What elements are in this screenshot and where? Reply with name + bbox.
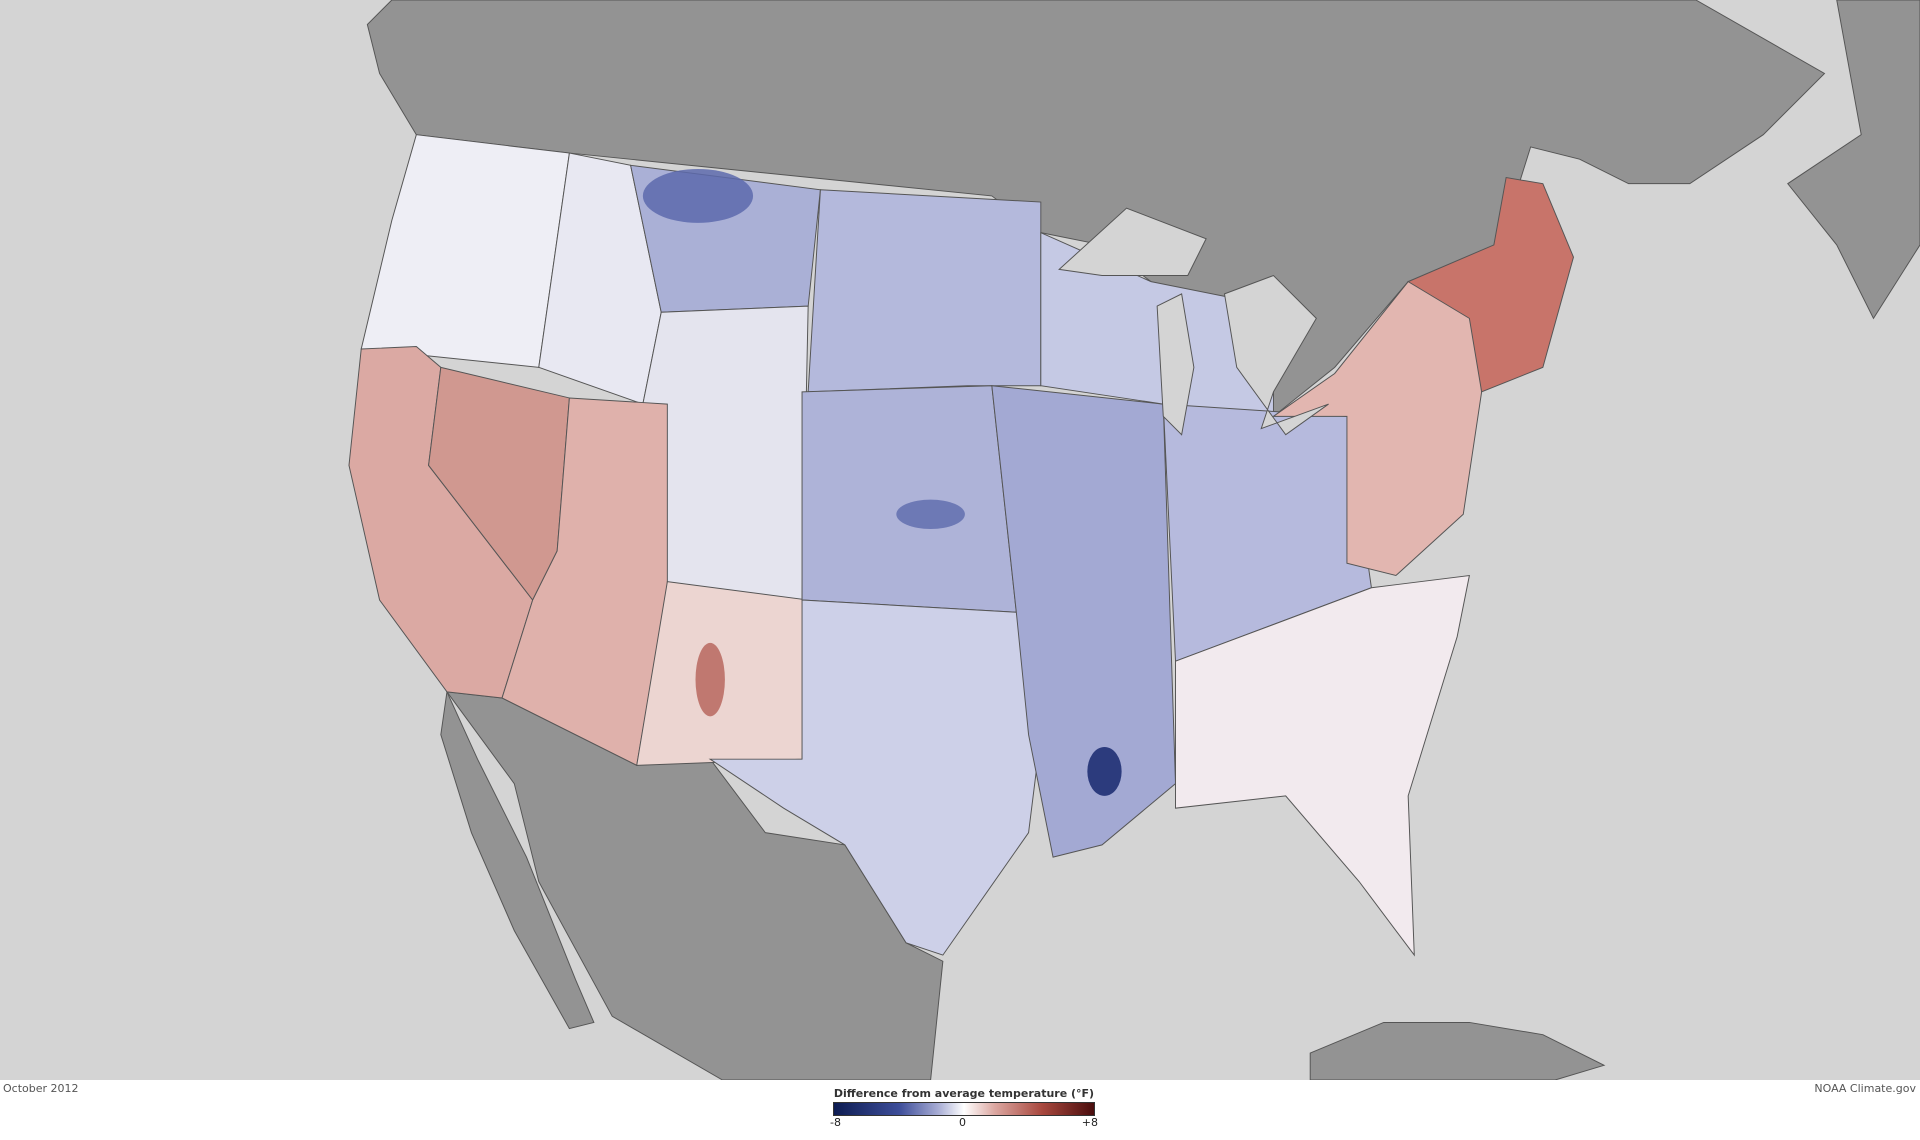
new-mexico-warm-spot xyxy=(695,642,725,717)
lake-superior xyxy=(1058,207,1207,276)
legend-color-bar xyxy=(833,1102,1095,1116)
region-pacific-northwest xyxy=(360,134,570,368)
mississippi-cold-spot xyxy=(1087,746,1122,796)
region-lower-mississippi xyxy=(991,385,1177,858)
canada-islands xyxy=(1787,0,1920,320)
legend-max-label: +8 xyxy=(1081,1116,1098,1129)
baja-california xyxy=(440,690,595,1030)
credit-label: NOAA Climate.gov xyxy=(1814,1082,1916,1095)
date-label: October 2012 xyxy=(3,1082,79,1095)
lake-huron-erie xyxy=(1223,274,1329,436)
region-southeast xyxy=(1175,574,1471,957)
cuba xyxy=(1309,1021,1606,1080)
montana-cold-spot xyxy=(642,168,754,223)
oklahoma-cold-spot xyxy=(896,499,965,529)
temperature-anomaly-map xyxy=(0,0,1920,1080)
color-legend: Difference from average temperature (°F)… xyxy=(830,1087,1098,1130)
region-northern-plains xyxy=(807,189,1042,393)
legend-min-label: -8 xyxy=(830,1116,841,1129)
legend-title: Difference from average temperature (°F) xyxy=(833,1087,1095,1100)
region-central-plains xyxy=(801,385,1017,613)
region-utah-arizona xyxy=(501,397,668,767)
legend-mid-label: 0 xyxy=(959,1116,966,1129)
region-new-england xyxy=(1407,176,1574,393)
lake-michigan xyxy=(1156,293,1195,436)
region-mid-atlantic xyxy=(1271,268,1483,577)
